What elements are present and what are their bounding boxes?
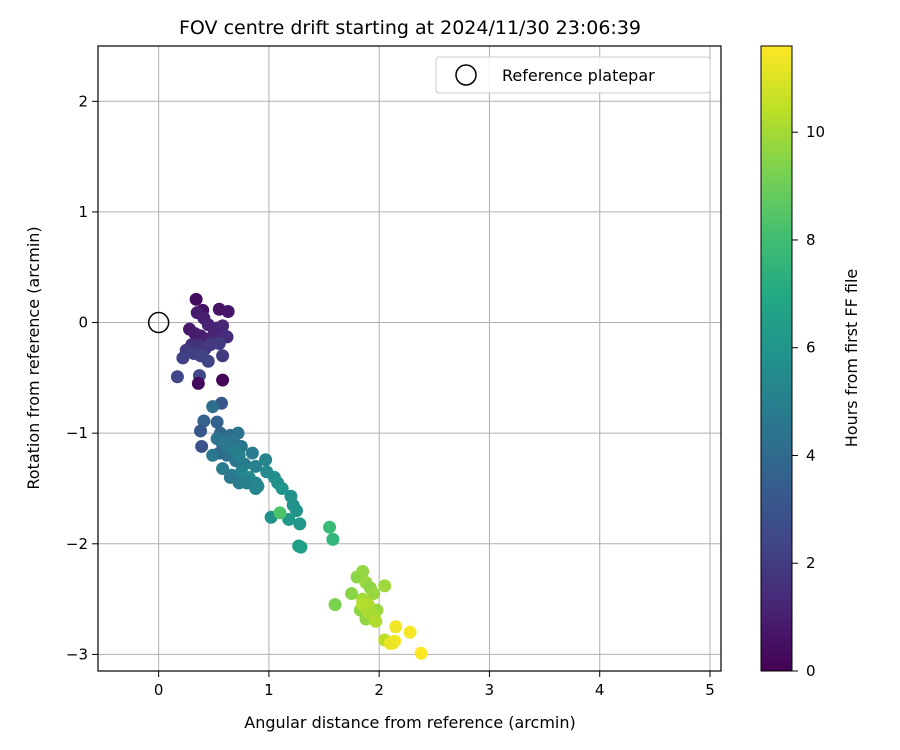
data-point (249, 459, 263, 473)
legend: Reference platepar (435, 56, 711, 94)
colorbar-tick-label: 10 (806, 123, 825, 141)
data-point (286, 498, 300, 512)
data-point (251, 479, 265, 493)
data-point (216, 462, 230, 476)
x-tick-label: 0 (154, 681, 164, 699)
data-point (216, 373, 230, 387)
data-point (189, 292, 203, 306)
data-point (323, 520, 337, 534)
colorbar-ticks: 0 2 4 6 8 10 (792, 123, 825, 680)
data-point (210, 415, 224, 429)
data-point (206, 400, 220, 414)
data-point (273, 506, 287, 520)
data-point (221, 304, 235, 318)
data-point (367, 587, 381, 601)
y-tick-label: 2 (78, 92, 88, 110)
y-tick-label: 1 (78, 203, 88, 221)
colorbar-tick-label: 2 (806, 554, 816, 572)
y-tick-label: 0 (78, 314, 88, 332)
colorbar-tick-label: 8 (806, 231, 816, 249)
scatter-points (170, 292, 428, 660)
colorbar-label: Hours from first FF file (842, 269, 861, 448)
chart-title: FOV centre drift starting at 2024/11/30 … (179, 17, 641, 39)
data-point (216, 349, 230, 363)
reference-platepar-marker (147, 311, 170, 334)
data-point (326, 532, 340, 546)
grid-lines (98, 46, 721, 671)
legend-marker (455, 64, 477, 86)
y-tick-label: −1 (66, 424, 88, 442)
data-point (212, 337, 226, 351)
data-point (191, 376, 205, 390)
x-tick-label: 1 (264, 681, 274, 699)
y-tick-label: −2 (66, 535, 88, 553)
data-point (403, 625, 417, 639)
data-point (389, 620, 403, 634)
colorbar (760, 45, 793, 672)
data-point (197, 414, 211, 428)
data-point (378, 579, 392, 593)
data-point (361, 605, 375, 619)
data-point (414, 646, 428, 660)
data-point (356, 564, 370, 578)
y-tick-label: −3 (66, 645, 88, 663)
data-point (170, 370, 184, 384)
data-point (275, 481, 289, 495)
data-point (194, 349, 208, 363)
data-point (294, 540, 308, 554)
colorbar-tick-label: 0 (806, 662, 816, 680)
legend-label: Reference platepar (502, 66, 655, 85)
x-tick-label: 2 (374, 681, 384, 699)
data-point (194, 424, 208, 438)
colorbar-tick-label: 6 (806, 339, 816, 357)
x-axis-ticks: 0 1 2 3 4 5 (154, 671, 715, 699)
y-axis-ticks: −3 −2 −1 0 1 2 (66, 92, 98, 663)
data-point (293, 517, 307, 531)
data-point (282, 512, 296, 526)
data-point (245, 446, 259, 460)
data-point (383, 636, 397, 650)
data-point (232, 448, 246, 462)
data-point (195, 439, 209, 453)
data-point (369, 614, 383, 628)
x-axis-label: Angular distance from reference (arcmin) (244, 713, 575, 732)
data-point (259, 453, 273, 467)
plot-frame (97, 45, 722, 672)
data-point (328, 598, 342, 612)
y-axis-label: Rotation from reference (arcmin) (24, 226, 43, 489)
data-point (216, 319, 230, 333)
x-tick-label: 4 (595, 681, 605, 699)
data-point (176, 351, 190, 365)
data-point (345, 587, 359, 601)
colorbar-tick-label: 4 (806, 446, 816, 464)
legend-box (435, 56, 711, 94)
x-tick-label: 3 (485, 681, 495, 699)
x-tick-label: 5 (705, 681, 715, 699)
data-point (206, 448, 220, 462)
